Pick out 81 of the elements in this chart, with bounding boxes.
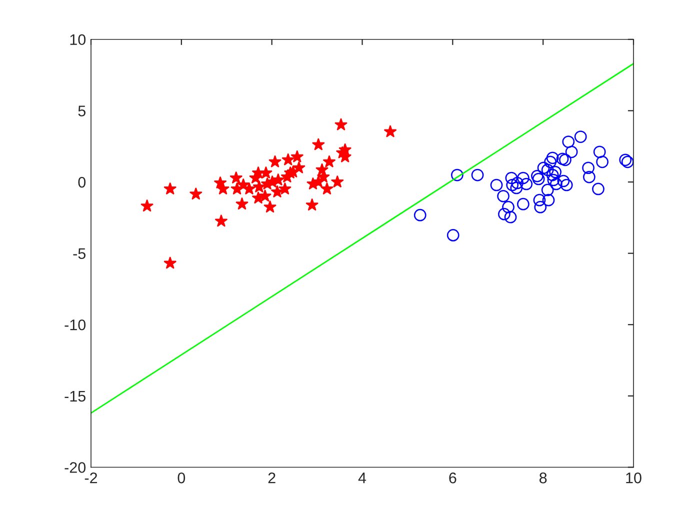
x-tick-label: 10 [626,472,642,484]
point [532,172,545,186]
point [534,200,547,214]
point [520,178,533,190]
y-tick-label: -15 [64,390,86,402]
point [282,153,295,166]
point [278,182,292,195]
y-tick-label: 5 [78,106,86,116]
point [290,150,304,163]
point [557,174,570,188]
point [497,190,510,202]
point [235,197,248,210]
x-tick-label: 8 [540,472,547,484]
point [549,166,562,178]
x-tick-label: -2 [84,472,98,484]
point [556,152,569,166]
y-tick-label: -5 [73,248,86,259]
point [547,174,560,186]
y-tick-label: -10 [64,319,86,330]
point [505,172,518,184]
point [414,208,426,222]
point [593,146,606,158]
point [562,136,575,148]
point [596,156,608,168]
point [322,155,336,168]
point [592,182,604,196]
point [506,178,519,192]
point [230,171,243,184]
point [498,208,510,220]
point [517,172,530,184]
point [252,180,266,193]
point [510,182,523,194]
point [384,124,397,138]
point [541,184,554,196]
point [542,194,555,206]
point [560,178,573,192]
point [292,161,306,174]
point [574,130,587,143]
point [559,154,572,166]
point [583,170,596,184]
x-tick-label: 4 [358,472,366,484]
point [451,168,464,182]
point [320,182,334,195]
point [164,256,177,269]
point [140,199,154,212]
point [511,176,524,190]
point [334,118,348,130]
point [582,162,594,174]
point [446,229,460,242]
point [544,156,556,168]
point [517,198,530,210]
point [214,214,228,227]
point [189,187,202,200]
x-tick-label: 2 [268,472,276,484]
point [502,200,514,214]
point [330,175,344,188]
point [270,185,284,198]
point [164,182,177,195]
point [264,200,277,213]
point [546,152,559,164]
point [550,178,562,190]
y-tick-label: 0 [78,176,86,188]
point [546,168,559,182]
point [216,182,230,195]
point [490,178,503,192]
point [504,210,517,224]
point [471,168,484,182]
x-tick-label: 0 [178,472,186,484]
y-tick-label: 10 [70,34,86,46]
x-tick-label: 6 [449,472,456,484]
point [565,146,578,158]
point [537,162,550,174]
point [531,170,544,182]
point [533,194,546,206]
point [258,189,272,202]
point [272,173,285,186]
point [306,198,319,211]
point [312,138,325,150]
y-tick-label: -20 [64,462,86,473]
point [268,155,282,168]
point [541,164,554,176]
